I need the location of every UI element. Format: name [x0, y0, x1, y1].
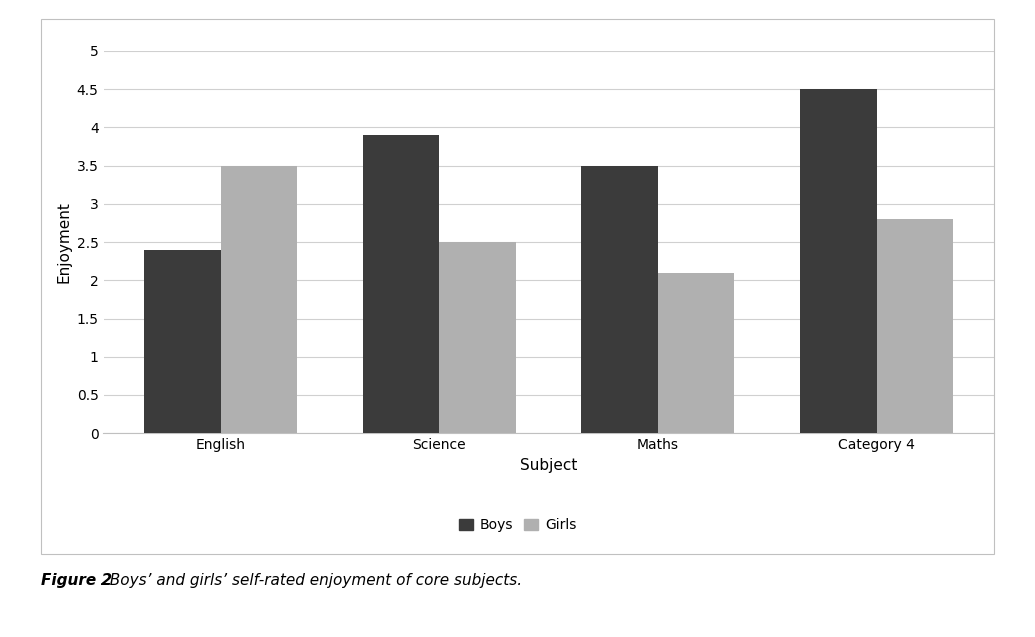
- X-axis label: Subject: Subject: [520, 457, 578, 473]
- Legend: Boys, Girls: Boys, Girls: [453, 513, 582, 538]
- Bar: [658, 273, 735, 433]
- Bar: [439, 242, 515, 433]
- Bar: [800, 89, 877, 433]
- Bar: [362, 135, 439, 433]
- Bar: [877, 219, 953, 433]
- Bar: [144, 250, 220, 433]
- Bar: [220, 166, 297, 433]
- Text: . Boys’ and girls’ self-rated enjoyment of core subjects.: . Boys’ and girls’ self-rated enjoyment …: [100, 573, 523, 589]
- Text: Figure 2: Figure 2: [41, 573, 113, 589]
- Bar: [582, 166, 658, 433]
- Y-axis label: Enjoyment: Enjoyment: [56, 201, 71, 283]
